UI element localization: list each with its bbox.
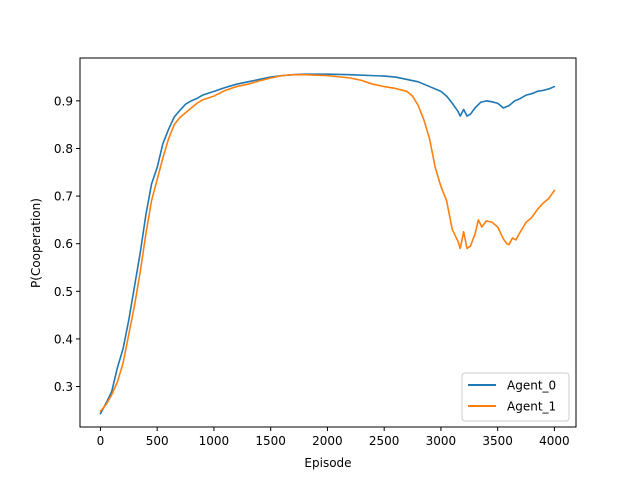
- legend-label-agent-1: Agent_1: [507, 400, 556, 414]
- x-tick-label: 1500: [255, 434, 286, 448]
- x-tick-label: 1000: [199, 434, 230, 448]
- legend-label-agent-0: Agent_0: [507, 379, 556, 393]
- series-line-agent-0: [99, 73, 556, 415]
- y-axis-ticks: 0.3 0.4 0.5 0.6 0.7 0.8 0.9: [54, 94, 80, 394]
- x-tick-label: 3500: [482, 434, 513, 448]
- x-tick-label: 2000: [312, 434, 343, 448]
- series-line-agent-1: [99, 73, 556, 413]
- x-axis-ticks: 0 500 1000 1500 2000 2500 3000 3500 4000: [97, 427, 570, 448]
- y-tick-label: 0.6: [54, 237, 73, 251]
- plot-area: 0 500 1000 1500 2000 2500 3000 3500 4000 0.30.40…: [54, 57, 577, 448]
- y-axis-label: P(Cooperation): [29, 198, 43, 288]
- x-tick-label: 3000: [426, 434, 457, 448]
- x-tick-label: 0: [97, 434, 105, 448]
- x-tick-label: 2500: [369, 434, 400, 448]
- y-tick-label: 0.7: [54, 190, 73, 204]
- x-tick-label: 500: [146, 434, 169, 448]
- x-tick-label: 4000: [539, 434, 570, 448]
- x-axis-label: Episode: [304, 456, 351, 470]
- y-tick-label: 0.5: [54, 285, 73, 299]
- legend: Agent_0 Agent_1: [461, 372, 570, 422]
- axes-background: [80, 58, 576, 427]
- y-tick-label: 0.4: [54, 332, 73, 346]
- series-layer: [99, 73, 556, 415]
- y-tick-label: 0.9: [54, 94, 73, 108]
- axes-frame: [79, 57, 577, 428]
- y-tick-label: 0.8: [54, 142, 73, 156]
- y-tick-label: 0.3: [54, 380, 73, 394]
